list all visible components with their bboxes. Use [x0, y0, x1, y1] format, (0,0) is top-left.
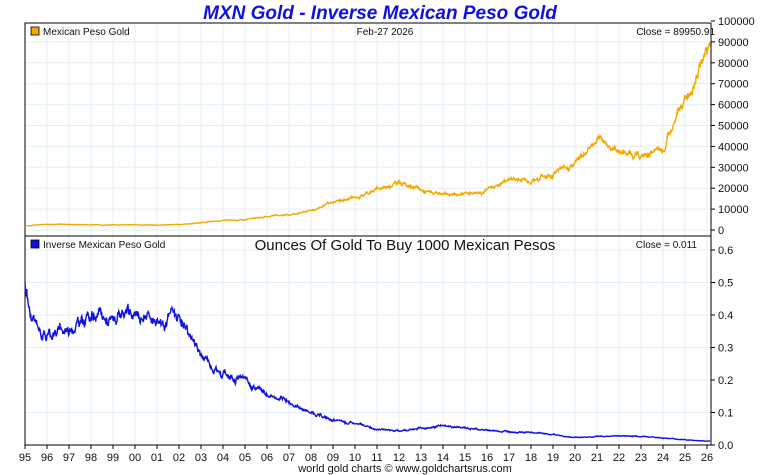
- x-tick-label: 25: [679, 452, 691, 464]
- x-tick-label: 15: [459, 452, 471, 464]
- x-tick-label: 26: [701, 452, 713, 464]
- y-tick-label: 40000: [718, 141, 749, 153]
- x-tick-label: 21: [591, 452, 603, 464]
- y-tick-label: 0.3: [718, 343, 733, 355]
- y-tick-label: 0.4: [718, 310, 733, 322]
- legend-swatch-inverse-mexican-peso-gold: [30, 239, 40, 249]
- plot-frame: [24, 22, 712, 446]
- chart-title: MXN Gold - Inverse Mexican Peso Gold: [203, 3, 557, 24]
- x-tick-label: 22: [613, 452, 625, 464]
- x-tick-label: 96: [41, 452, 53, 464]
- y-tick-label: 0.1: [718, 408, 733, 420]
- x-tick-label: 06: [261, 452, 273, 464]
- x-tick-label: 23: [635, 452, 647, 464]
- x-tick-label: 14: [437, 452, 449, 464]
- close-label-bottom: Close = 0.011: [636, 240, 698, 251]
- x-tick-label: 08: [305, 452, 317, 464]
- inverse-mexican-peso-gold-line: [24, 282, 711, 442]
- y-tick-label: 10000: [718, 204, 749, 216]
- y-tick-label: 20000: [718, 183, 749, 195]
- mexican-peso-gold-line: [24, 41, 711, 227]
- top-panel-grid: [25, 23, 711, 236]
- x-tick-label: 98: [85, 452, 97, 464]
- x-tick-label: 99: [107, 452, 119, 464]
- bottom-y-axis: 0.6 0.5 0.4 0.3 0.2 0.1 0.0: [711, 245, 733, 452]
- y-tick-label: 60000: [718, 100, 749, 112]
- top-y-axis: 1000009000080000700006000050000400003000…: [711, 16, 755, 237]
- date-label: Feb-27 2026: [357, 27, 414, 38]
- x-tick-label: 10: [349, 452, 361, 464]
- legend-inverse-mexican-peso-gold: Inverse Mexican Peso Gold: [43, 240, 165, 251]
- legend-mexican-peso-gold: Mexican Peso Gold: [43, 27, 130, 38]
- x-tick-label: 05: [239, 452, 251, 464]
- y-tick-label: 0.6: [718, 245, 733, 257]
- x-tick-label: 00: [129, 452, 141, 464]
- x-axis: 95 96 97 98 99 00 01 02 03 04 05 06 07 08 09 10 11 12 13 14…: [19, 445, 713, 464]
- y-tick-label: 0.0: [718, 440, 733, 452]
- close-label-top: Close = 89950.91: [636, 27, 715, 38]
- x-tick-label: 01: [151, 452, 163, 464]
- y-tick-label: 100000: [718, 16, 755, 28]
- x-tick-label: 97: [63, 452, 75, 464]
- legend-swatch-mexican-peso-gold: [30, 26, 40, 36]
- y-tick-label: 70000: [718, 79, 749, 91]
- y-tick-label: 30000: [718, 162, 749, 174]
- x-tick-label: 07: [283, 452, 295, 464]
- y-tick-label: 0: [718, 225, 724, 237]
- y-tick-label: 90000: [718, 37, 749, 49]
- x-tick-label: 02: [173, 452, 185, 464]
- x-tick-label: 19: [547, 452, 559, 464]
- y-tick-label: 80000: [718, 58, 749, 70]
- x-tick-label: 12: [393, 452, 405, 464]
- x-tick-label: 24: [657, 452, 669, 464]
- bottom-panel-title: Ounces Of Gold To Buy 1000 Mexican Pesos: [255, 237, 556, 254]
- bottom-panel-grid: [25, 236, 711, 445]
- x-tick-label: 04: [217, 452, 229, 464]
- x-tick-label: 03: [195, 452, 207, 464]
- x-tick-label: 20: [569, 452, 581, 464]
- x-tick-label: 95: [19, 452, 31, 464]
- x-tick-label: 18: [525, 452, 537, 464]
- x-tick-label: 17: [503, 452, 515, 464]
- y-tick-label: 50000: [718, 121, 749, 133]
- x-tick-label: 09: [327, 452, 339, 464]
- x-tick-label: 13: [415, 452, 427, 464]
- y-tick-label: 0.2: [718, 375, 733, 387]
- y-tick-label: 0.5: [718, 278, 733, 290]
- footer-credit: world gold charts © www.goldchartsrus.co…: [297, 463, 512, 475]
- x-tick-label: 11: [371, 452, 382, 464]
- x-tick-label: 16: [481, 452, 493, 464]
